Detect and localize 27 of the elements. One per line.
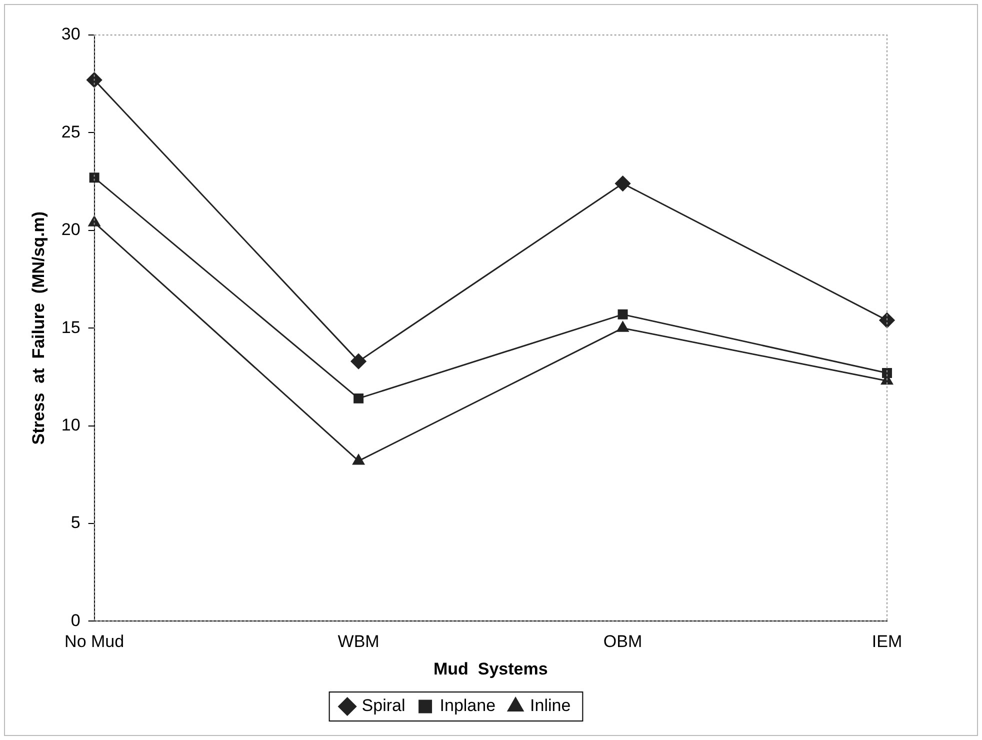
- y-tick-label: 5: [70, 513, 80, 532]
- point: [354, 393, 364, 404]
- y-tick-label: 30: [61, 24, 80, 44]
- point: [89, 172, 100, 183]
- point: [879, 312, 895, 328]
- point: [618, 309, 628, 320]
- point: [86, 72, 102, 88]
- y-tick-label: 25: [61, 122, 80, 142]
- point: [88, 216, 100, 226]
- x-axis-title: Mud Systems: [434, 659, 548, 678]
- point: [615, 176, 631, 192]
- y-tick-label: 15: [61, 318, 80, 337]
- point: [352, 454, 364, 465]
- y-tick-label: 0: [70, 610, 80, 630]
- y-axis-title: Stress at Failure (MN/sq.m): [28, 211, 48, 445]
- y-tick-label: 10: [61, 415, 80, 434]
- x-tick-label: OBM: [603, 632, 642, 652]
- legend-label: Spiral: [362, 696, 406, 716]
- y-tick-label: 20: [61, 220, 80, 240]
- legend-label: Inline: [530, 696, 571, 716]
- point: [616, 321, 629, 332]
- point: [350, 354, 366, 370]
- x-tick-label: IEM: [872, 632, 902, 652]
- x-tick-label: WBM: [338, 632, 380, 652]
- legend-label: Inplane: [440, 696, 496, 716]
- x-tick-label: No Mud: [64, 632, 124, 652]
- point: [882, 368, 892, 378]
